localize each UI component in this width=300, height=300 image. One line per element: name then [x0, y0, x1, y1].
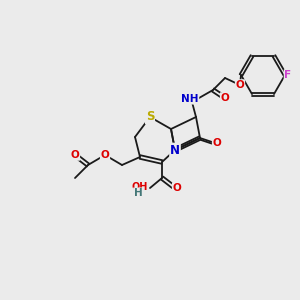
Text: H: H [134, 188, 142, 198]
Text: O: O [236, 80, 244, 90]
Text: N: N [170, 143, 180, 157]
Text: O: O [70, 150, 80, 160]
Text: S: S [146, 110, 154, 124]
Text: NH: NH [181, 94, 199, 104]
Text: O: O [213, 138, 221, 148]
Text: F: F [284, 70, 292, 80]
Text: O: O [220, 93, 230, 103]
Text: OH: OH [132, 182, 148, 192]
Text: O: O [100, 150, 109, 160]
Text: O: O [172, 183, 182, 193]
